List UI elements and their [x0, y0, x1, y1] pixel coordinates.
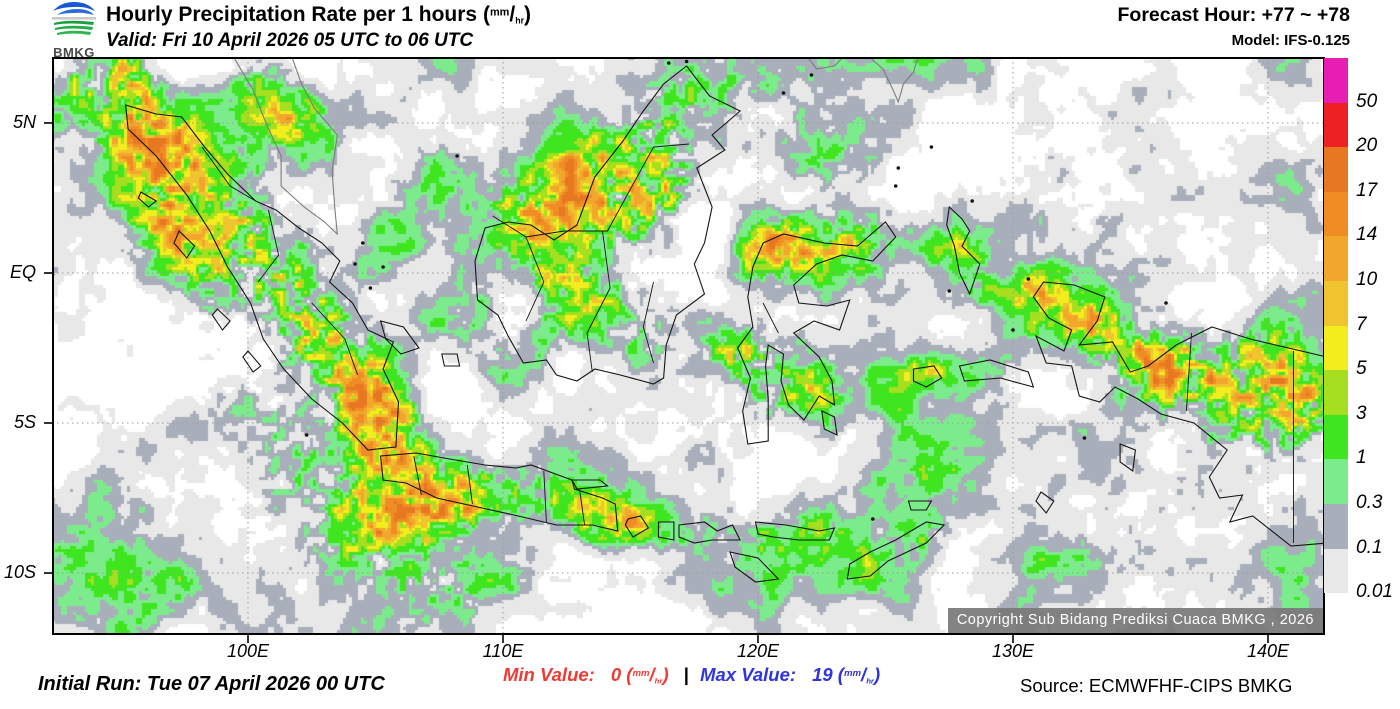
- legend-swatch-20: [1324, 102, 1348, 148]
- max-value: Max Value: 19 (mm/hr): [700, 664, 881, 686]
- forecast-hour: Forecast Hour: +77 ~ +78: [1117, 4, 1351, 26]
- legend-swatch-17: [1324, 147, 1348, 192]
- legend-label-20: 20: [1356, 135, 1378, 157]
- y-tick-label-5N: 5N: [12, 112, 36, 132]
- bmkg-logo: BMKG: [44, 1, 104, 60]
- legend-label-17: 17: [1356, 179, 1378, 201]
- legend-label-0.1: 0.1: [1356, 536, 1383, 558]
- legend-swatch-5: [1324, 325, 1348, 371]
- bmkg-logo-icon: [52, 2, 96, 35]
- legend-colorbar: [1324, 58, 1348, 594]
- source-label: Source: ECMWFHF-CIPS BMKG: [1020, 675, 1293, 696]
- legend-swatch-0.01: [1324, 548, 1348, 594]
- x-tick-label-120E: 120E: [736, 641, 780, 661]
- legend-swatch-14: [1324, 191, 1348, 237]
- map-area: Copyright Sub Bidang Prediksi Cuaca BMKG…: [44, 57, 1325, 643]
- legend-label-7: 7: [1356, 313, 1367, 335]
- page-title: Hourly Precipitation Rate per 1 hours (m…: [106, 3, 531, 27]
- legend-label-50: 50: [1356, 90, 1378, 112]
- legend-swatch-0.3: [1324, 459, 1348, 504]
- legend-label-10: 10: [1356, 269, 1378, 290]
- map-overlay: [44, 57, 1325, 643]
- legend-label-14: 14: [1356, 224, 1378, 246]
- legend-label-1: 1: [1356, 447, 1367, 469]
- min-value: Min Value: 0 (mm/hr): [503, 664, 669, 686]
- x-tick-label-100E: 100E: [226, 641, 270, 661]
- legend-swatch-10: [1324, 236, 1348, 281]
- y-tick-label-5S: 5S: [13, 412, 36, 432]
- legend-swatch-50: [1324, 58, 1348, 103]
- initial-run: Initial Run: Tue 07 April 2026 00 UTC: [38, 673, 385, 695]
- legend-label-5: 5: [1356, 358, 1367, 380]
- page-title-text: Hourly Precipitation Rate per 1 hours: [106, 3, 478, 26]
- copyright-watermark: Copyright Sub Bidang Prediksi Cuaca BMKG…: [947, 608, 1323, 633]
- y-tick-label-10S: 10S: [3, 562, 36, 582]
- minmax-separator: |: [683, 664, 689, 685]
- model-label: Model: IFS-0.125: [1231, 32, 1350, 49]
- min-max-line: Min Value: 0 (mm/hr) | Max Value: 19 (mm/h…: [503, 664, 880, 686]
- legend-swatch-3: [1324, 370, 1348, 415]
- legend-label-0.01: 0.01: [1356, 581, 1393, 603]
- bmkg-logo-text: BMKG: [53, 45, 95, 60]
- valid-range: Valid: Fri 10 April 2026 05 UTC to 06 UT…: [106, 30, 474, 51]
- x-tick-label-110E: 110E: [482, 641, 524, 661]
- legend-swatch-1: [1324, 414, 1348, 460]
- legend-swatch-0.1: [1324, 503, 1348, 549]
- x-tick-label-130E: 130E: [991, 641, 1035, 661]
- legend-label-0.3: 0.3: [1356, 492, 1383, 513]
- x-tick-label-140E: 140E: [1246, 641, 1290, 661]
- legend-swatch-7: [1324, 280, 1348, 326]
- legend-label-3: 3: [1356, 402, 1367, 424]
- title-unit: (mm/hr): [482, 3, 531, 26]
- y-tick-label-EQ: EQ: [9, 262, 36, 282]
- precipitation-field: [52, 57, 1325, 635]
